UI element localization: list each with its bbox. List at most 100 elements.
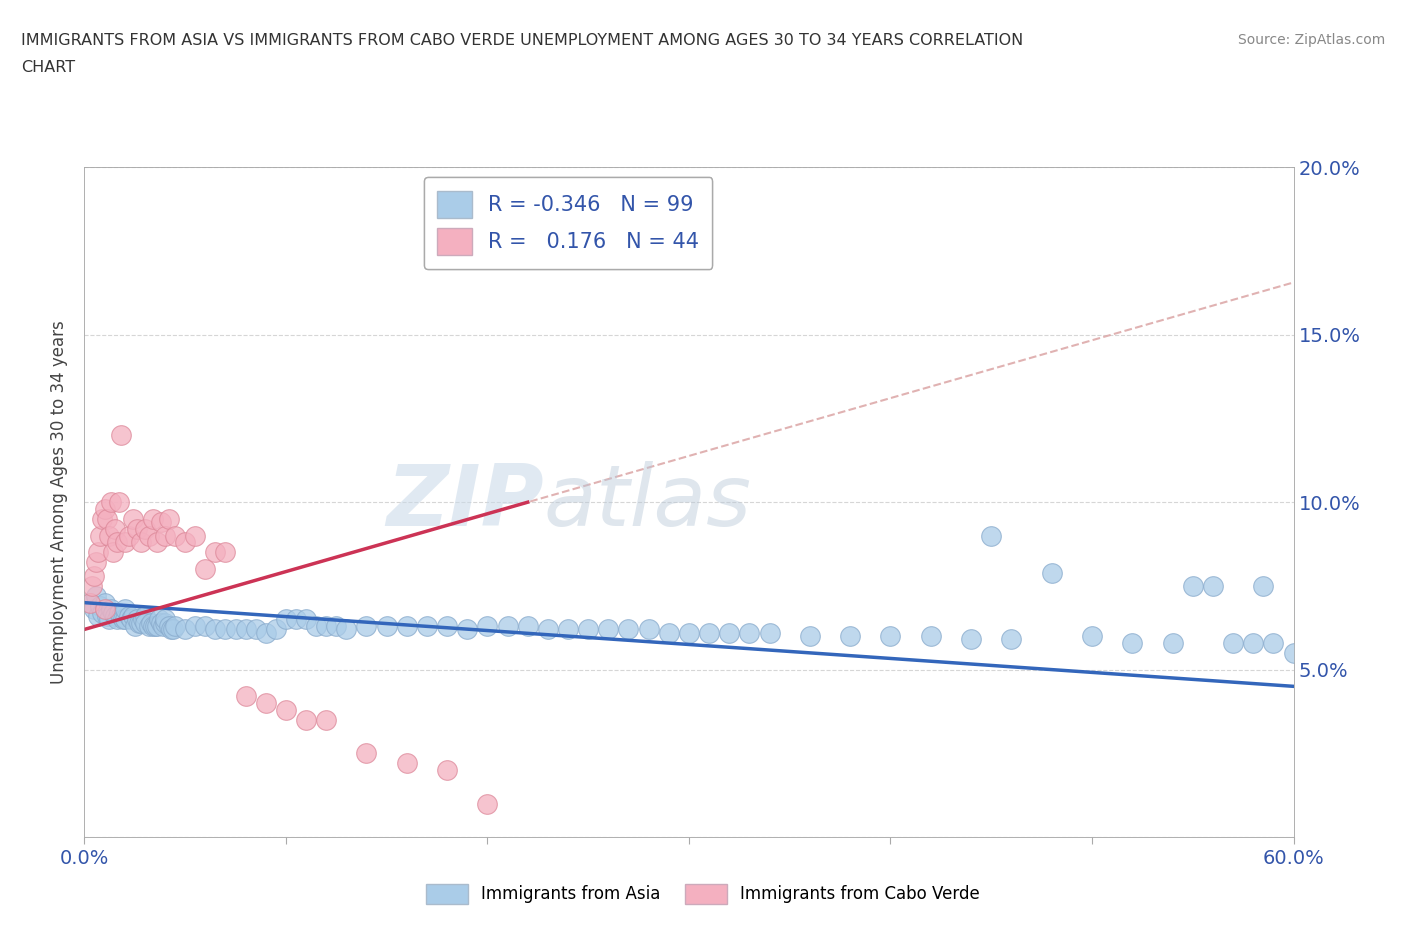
Point: [86, 555, 108, 570]
Point: [104, 608, 127, 623]
Point: [93, 602, 115, 617]
Point: [1121, 635, 1143, 650]
Point: [960, 632, 983, 647]
Point: [325, 618, 347, 633]
Point: [637, 622, 659, 637]
Point: [738, 625, 761, 640]
Point: [138, 528, 160, 543]
Point: [110, 428, 132, 443]
Point: [97, 612, 120, 627]
Point: [254, 625, 277, 640]
Point: [254, 696, 277, 711]
Point: [214, 545, 236, 560]
Point: [274, 612, 297, 627]
Point: [1081, 629, 1104, 644]
Point: [245, 622, 267, 637]
Point: [165, 528, 187, 543]
Point: [110, 608, 132, 623]
Point: [153, 528, 176, 543]
Point: [138, 618, 160, 633]
Text: ZIP: ZIP: [387, 460, 544, 544]
Point: [598, 622, 620, 637]
Point: [118, 608, 141, 623]
Text: Source: ZipAtlas.com: Source: ZipAtlas.com: [1237, 33, 1385, 46]
Point: [132, 612, 155, 627]
Point: [204, 622, 226, 637]
Point: [157, 618, 180, 633]
Point: [96, 608, 118, 623]
Point: [93, 595, 115, 610]
Point: [149, 515, 172, 530]
Point: [496, 618, 519, 633]
Point: [920, 629, 942, 644]
Point: [436, 763, 458, 777]
Point: [557, 622, 579, 637]
Legend: R = -0.346   N = 99, R =   0.176   N = 44: R = -0.346 N = 99, R = 0.176 N = 44: [423, 177, 713, 269]
Point: [121, 608, 143, 623]
Point: [91, 512, 114, 526]
Point: [295, 712, 318, 727]
Point: [375, 618, 398, 633]
Point: [149, 616, 172, 631]
Point: [235, 689, 257, 704]
Point: [285, 612, 308, 627]
Point: [87, 608, 110, 623]
Point: [204, 545, 226, 560]
Point: [879, 629, 901, 644]
Legend: Immigrants from Asia, Immigrants from Cabo Verde: Immigrants from Asia, Immigrants from Ca…: [418, 875, 988, 912]
Point: [162, 622, 184, 637]
Point: [153, 616, 176, 631]
Point: [315, 712, 337, 727]
Point: [1241, 635, 1264, 650]
Point: [111, 612, 134, 627]
Point: [1000, 632, 1022, 647]
Text: CHART: CHART: [21, 60, 75, 75]
Text: IMMIGRANTS FROM ASIA VS IMMIGRANTS FROM CABO VERDE UNEMPLOYMENT AMONG AGES 30 TO: IMMIGRANTS FROM ASIA VS IMMIGRANTS FROM …: [21, 33, 1024, 47]
Point: [125, 612, 148, 627]
Point: [107, 605, 129, 620]
Point: [125, 522, 148, 537]
Point: [356, 746, 378, 761]
Point: [105, 612, 128, 627]
Point: [456, 622, 478, 637]
Point: [194, 562, 217, 577]
Point: [100, 602, 122, 617]
Point: [174, 535, 197, 550]
Point: [416, 618, 439, 633]
Point: [118, 528, 141, 543]
Point: [93, 501, 115, 516]
Point: [516, 618, 538, 633]
Point: [83, 568, 105, 583]
Point: [114, 612, 136, 627]
Point: [120, 612, 142, 627]
Point: [114, 535, 136, 550]
Point: [477, 618, 499, 633]
Point: [153, 612, 176, 627]
Point: [980, 528, 1002, 543]
Point: [658, 625, 681, 640]
Point: [718, 625, 741, 640]
Point: [134, 608, 156, 623]
Point: [105, 535, 128, 550]
Point: [1040, 565, 1063, 580]
Point: [264, 622, 287, 637]
Point: [101, 545, 124, 560]
Point: [839, 629, 862, 644]
Point: [758, 625, 780, 640]
Point: [97, 528, 120, 543]
Point: [1222, 635, 1244, 650]
Point: [1202, 578, 1225, 593]
Point: [214, 622, 236, 637]
Point: [79, 595, 101, 610]
Point: [395, 756, 418, 771]
Point: [89, 528, 111, 543]
Point: [165, 618, 187, 633]
Point: [129, 535, 152, 550]
Point: [86, 589, 108, 604]
Point: [305, 618, 328, 633]
Point: [96, 512, 118, 526]
Point: [157, 512, 180, 526]
Point: [93, 602, 115, 617]
Point: [184, 528, 207, 543]
Point: [91, 605, 114, 620]
